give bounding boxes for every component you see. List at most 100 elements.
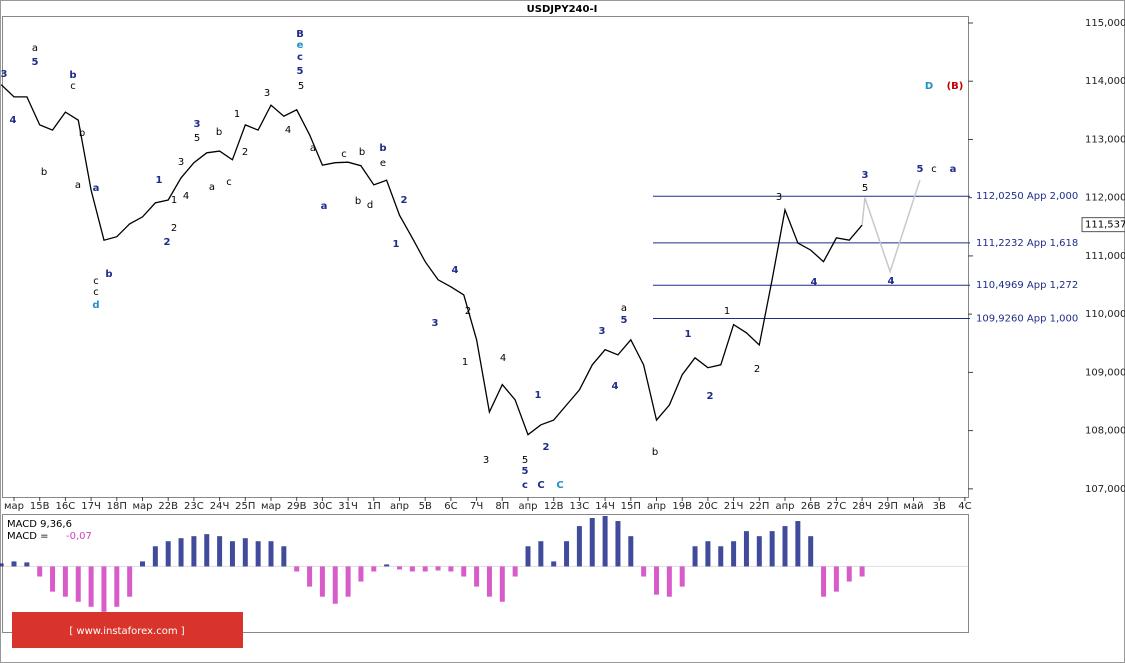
x-tick-label: май bbox=[903, 501, 923, 512]
wave-label: b bbox=[41, 167, 47, 178]
macd-value: -0,07 bbox=[66, 531, 92, 542]
wave-label: 5 bbox=[862, 183, 868, 194]
wave-label: 4 bbox=[500, 353, 506, 364]
macd-bar bbox=[88, 566, 94, 607]
wave-label: c bbox=[93, 287, 99, 298]
wave-label: b bbox=[69, 70, 76, 81]
wave-label: 1 bbox=[393, 239, 400, 250]
level-label-bg bbox=[972, 190, 1068, 203]
wave-label: 2 bbox=[164, 237, 171, 248]
wave-label: 5 bbox=[522, 455, 528, 466]
macd-bar bbox=[628, 536, 634, 567]
wave-label: b bbox=[105, 269, 112, 280]
price-line bbox=[0, 84, 863, 436]
macd-bar bbox=[371, 566, 377, 572]
wave-label: d bbox=[92, 300, 99, 311]
macd-bar bbox=[255, 541, 261, 567]
x-tick-label: 22В bbox=[158, 501, 178, 512]
y-tick-label: 107,000 bbox=[1085, 484, 1125, 495]
macd-bar bbox=[576, 526, 582, 567]
macd-bar bbox=[140, 561, 145, 567]
macd-bar bbox=[705, 541, 711, 567]
x-tick-label: 29В bbox=[287, 501, 307, 512]
macd-bar bbox=[551, 561, 557, 567]
wave-label: 2 bbox=[242, 147, 248, 158]
wave-label: b bbox=[652, 447, 658, 458]
wave-label: 5 bbox=[522, 466, 529, 477]
macd-bar bbox=[358, 566, 364, 582]
macd-value-prefix: MACD = bbox=[7, 531, 49, 542]
wave-label: 4 bbox=[10, 115, 17, 126]
macd-bar bbox=[268, 541, 274, 567]
wave-label: 3 bbox=[1, 69, 8, 80]
macd-bar bbox=[397, 566, 402, 570]
wave-label: e bbox=[380, 158, 386, 169]
y-tick-label: 113,000 bbox=[1085, 134, 1125, 145]
x-tick-label: 12В bbox=[544, 501, 564, 512]
macd-bar bbox=[782, 526, 788, 567]
level-label-bg bbox=[972, 312, 1068, 325]
y-tick-label: 114,000 bbox=[1085, 76, 1125, 87]
macd-bar bbox=[114, 566, 120, 607]
macd-bar bbox=[821, 566, 827, 597]
chart-title: USDJPY240-I bbox=[527, 4, 598, 15]
wave-label: a bbox=[209, 182, 215, 193]
macd-bar bbox=[512, 566, 518, 577]
wave-label: a bbox=[75, 180, 81, 191]
macd-bar bbox=[666, 566, 672, 597]
x-tick-label: 5В bbox=[419, 501, 432, 512]
macd-bar bbox=[448, 566, 454, 572]
wave-label: c bbox=[93, 276, 99, 287]
wave-label: 3 bbox=[862, 170, 869, 181]
macd-bar bbox=[589, 518, 595, 567]
wave-label: a bbox=[950, 164, 957, 175]
macd-bar bbox=[127, 566, 133, 597]
macd-bar bbox=[75, 566, 81, 602]
wave-label: 5 bbox=[194, 133, 200, 144]
wave-label: 3 bbox=[776, 192, 782, 203]
wave-label: 1 bbox=[156, 175, 163, 186]
macd-bar bbox=[422, 566, 428, 572]
wave-label: 1 bbox=[685, 329, 692, 340]
macd-bar bbox=[178, 538, 184, 567]
macd-bar bbox=[345, 566, 351, 597]
x-tick-label: мар bbox=[261, 501, 281, 512]
macd-bar bbox=[62, 566, 68, 597]
wave-label: c bbox=[70, 81, 76, 92]
wave-label: c bbox=[931, 164, 937, 175]
projection-line bbox=[861, 179, 921, 274]
wave-label: 1 bbox=[535, 390, 542, 401]
wave-label: 1 bbox=[234, 109, 240, 120]
wave-label: 3 bbox=[194, 119, 201, 130]
x-tick-label: 26В bbox=[801, 501, 821, 512]
y-tick-label: 108,000 bbox=[1085, 426, 1125, 437]
macd-bar bbox=[11, 561, 17, 567]
wave-label: B bbox=[296, 29, 304, 40]
wave-label: c bbox=[522, 480, 528, 491]
x-tick-label: 23С bbox=[184, 501, 204, 512]
macd-bar bbox=[229, 541, 235, 567]
x-tick-label: 14Ч bbox=[595, 501, 615, 512]
x-tick-label: 31Ч bbox=[338, 501, 358, 512]
level-label: 111,2232 App 1,618 bbox=[976, 238, 1078, 249]
macd-bar bbox=[538, 541, 544, 567]
macd-bar bbox=[615, 521, 621, 567]
macd-bar bbox=[486, 566, 492, 597]
wave-label: 4 bbox=[811, 277, 818, 288]
macd-bar bbox=[756, 536, 762, 567]
wave-label: b bbox=[355, 196, 361, 207]
macd-bar bbox=[846, 566, 852, 582]
x-tick-label: 18П bbox=[107, 501, 127, 512]
wave-label: 3 bbox=[432, 318, 439, 329]
level-label-bg bbox=[972, 236, 1068, 249]
macd-bar bbox=[281, 546, 287, 567]
wave-label: a bbox=[32, 43, 38, 54]
x-tick-label: 22П bbox=[749, 501, 769, 512]
macd-bar bbox=[435, 566, 441, 571]
macd-bar bbox=[50, 566, 56, 592]
wave-label: (B) bbox=[947, 81, 964, 92]
macd-bar bbox=[808, 536, 814, 567]
wave-label: 1 bbox=[171, 195, 177, 206]
macd-bar bbox=[242, 538, 248, 567]
